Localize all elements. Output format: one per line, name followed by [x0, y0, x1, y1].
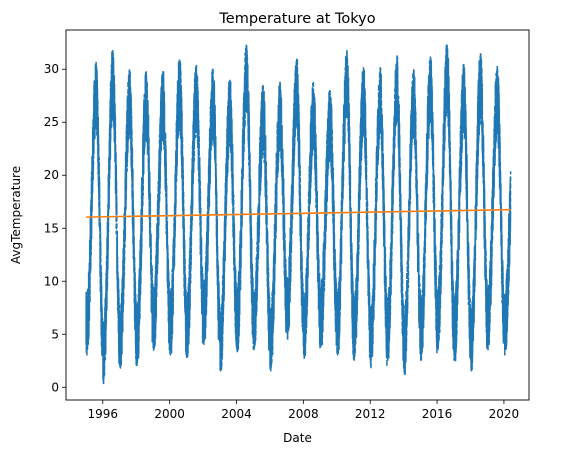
- plot-frame: [65, 29, 530, 401]
- x-axis: 1996 2000 2004 2008 2012 2016 2020: [87, 400, 519, 421]
- x-tick-label: 2000: [154, 407, 185, 421]
- x-tick-label: 1996: [87, 407, 118, 421]
- chart-title: Temperature at Tokyo: [218, 11, 375, 27]
- temperature-series-line: [85, 44, 512, 385]
- y-tick-label: 10: [44, 274, 59, 288]
- x-tick-label: 2008: [288, 407, 319, 421]
- y-tick-label: 20: [44, 168, 59, 182]
- y-tick-label: 5: [51, 327, 59, 341]
- series-layer: [85, 44, 512, 385]
- x-tick-label: 2012: [355, 407, 386, 421]
- y-tick-label: 0: [51, 380, 59, 394]
- x-tick-label: 2016: [422, 407, 453, 421]
- y-axis-label: AvgTemperature: [9, 166, 23, 264]
- y-tick-label: 30: [44, 62, 59, 76]
- x-axis-label: Date: [283, 431, 312, 445]
- x-tick-label: 2020: [489, 407, 520, 421]
- y-axis: 0 5 10 15 20 25 30: [44, 62, 66, 394]
- y-tick-label: 25: [44, 115, 59, 129]
- y-tick-label: 15: [44, 221, 59, 235]
- trend-line: [86, 208, 511, 218]
- x-tick-label: 2004: [221, 407, 252, 421]
